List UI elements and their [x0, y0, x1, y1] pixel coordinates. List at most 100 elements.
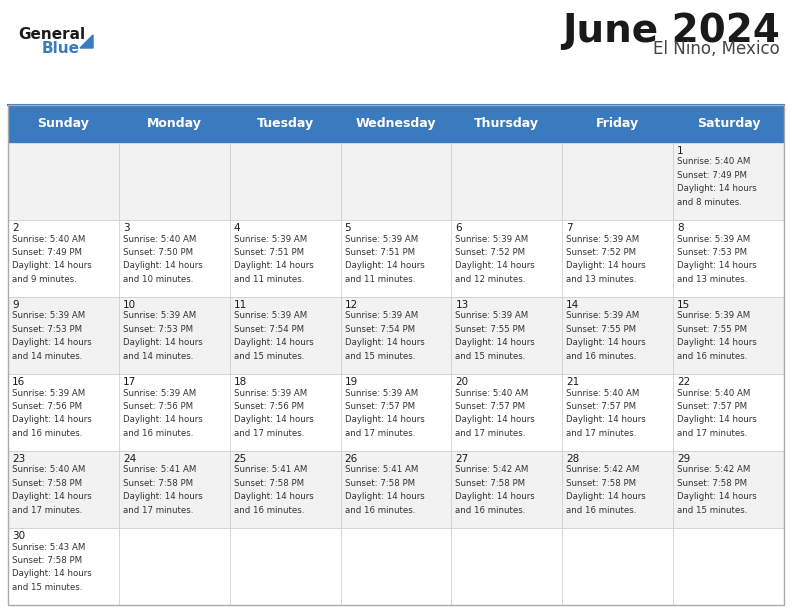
Text: Blue: Blue — [42, 41, 80, 56]
Text: Sunrise: 5:39 AM: Sunrise: 5:39 AM — [234, 389, 307, 398]
Bar — [341, 143, 451, 220]
Text: Sunset: 7:58 PM: Sunset: 7:58 PM — [455, 479, 526, 488]
Text: Sunrise: 5:40 AM: Sunrise: 5:40 AM — [455, 389, 529, 398]
Text: 16: 16 — [12, 377, 25, 387]
Text: and 14 minutes.: and 14 minutes. — [123, 352, 193, 361]
Text: Daylight: 14 hours: Daylight: 14 hours — [234, 416, 314, 425]
Text: Sunrise: 5:42 AM: Sunrise: 5:42 AM — [455, 466, 529, 474]
Text: Sunset: 7:57 PM: Sunset: 7:57 PM — [345, 402, 415, 411]
Text: 13: 13 — [455, 300, 469, 310]
Bar — [562, 143, 673, 220]
Text: Sunset: 7:53 PM: Sunset: 7:53 PM — [123, 325, 193, 334]
Bar — [562, 297, 673, 374]
Text: Sunset: 7:55 PM: Sunset: 7:55 PM — [566, 325, 637, 334]
Text: Sunrise: 5:39 AM: Sunrise: 5:39 AM — [566, 234, 639, 244]
Text: Monday: Monday — [147, 118, 202, 130]
Bar — [673, 374, 784, 451]
Text: and 16 minutes.: and 16 minutes. — [234, 506, 304, 515]
Text: Daylight: 14 hours: Daylight: 14 hours — [123, 416, 203, 425]
Text: 8: 8 — [677, 223, 683, 233]
Text: 27: 27 — [455, 454, 469, 464]
Bar — [8, 143, 119, 220]
Text: Daylight: 14 hours: Daylight: 14 hours — [345, 493, 425, 501]
Text: Sunrise: 5:43 AM: Sunrise: 5:43 AM — [12, 542, 86, 551]
Bar — [341, 528, 451, 605]
Text: Daylight: 14 hours: Daylight: 14 hours — [234, 338, 314, 348]
Text: Sunday: Sunday — [37, 118, 89, 130]
Bar — [8, 220, 119, 297]
Text: and 17 minutes.: and 17 minutes. — [566, 429, 637, 438]
Text: Sunrise: 5:40 AM: Sunrise: 5:40 AM — [12, 466, 86, 474]
Bar — [341, 451, 451, 528]
Text: 2: 2 — [12, 223, 19, 233]
Text: Daylight: 14 hours: Daylight: 14 hours — [455, 261, 535, 271]
Text: Sunset: 7:50 PM: Sunset: 7:50 PM — [123, 248, 193, 257]
Text: Daylight: 14 hours: Daylight: 14 hours — [234, 493, 314, 501]
Text: Daylight: 14 hours: Daylight: 14 hours — [677, 416, 757, 425]
Text: Daylight: 14 hours: Daylight: 14 hours — [455, 493, 535, 501]
Text: Sunrise: 5:42 AM: Sunrise: 5:42 AM — [566, 466, 640, 474]
Text: Sunset: 7:58 PM: Sunset: 7:58 PM — [566, 479, 637, 488]
Text: Sunrise: 5:39 AM: Sunrise: 5:39 AM — [123, 389, 196, 398]
Text: El Nino, Mexico: El Nino, Mexico — [653, 40, 780, 58]
Bar — [451, 220, 562, 297]
Text: 17: 17 — [123, 377, 136, 387]
Text: and 17 minutes.: and 17 minutes. — [123, 506, 193, 515]
Text: Sunrise: 5:39 AM: Sunrise: 5:39 AM — [677, 312, 750, 321]
Bar — [119, 528, 230, 605]
Text: Daylight: 14 hours: Daylight: 14 hours — [12, 569, 92, 578]
Bar — [341, 374, 451, 451]
Bar — [451, 297, 562, 374]
Text: Sunset: 7:57 PM: Sunset: 7:57 PM — [455, 402, 526, 411]
Text: 11: 11 — [234, 300, 247, 310]
Text: 12: 12 — [345, 300, 358, 310]
Bar — [673, 220, 784, 297]
Text: Sunrise: 5:39 AM: Sunrise: 5:39 AM — [12, 389, 86, 398]
Text: and 13 minutes.: and 13 minutes. — [566, 275, 637, 284]
Text: Sunrise: 5:39 AM: Sunrise: 5:39 AM — [345, 312, 418, 321]
Bar — [119, 297, 230, 374]
Text: Sunset: 7:49 PM: Sunset: 7:49 PM — [677, 171, 747, 180]
Text: Daylight: 14 hours: Daylight: 14 hours — [566, 416, 646, 425]
Text: 22: 22 — [677, 377, 691, 387]
Text: Daylight: 14 hours: Daylight: 14 hours — [566, 261, 646, 271]
Text: Daylight: 14 hours: Daylight: 14 hours — [12, 416, 92, 425]
Bar — [562, 374, 673, 451]
Bar — [341, 220, 451, 297]
Text: and 16 minutes.: and 16 minutes. — [566, 506, 637, 515]
Text: Sunrise: 5:40 AM: Sunrise: 5:40 AM — [123, 234, 196, 244]
Text: Sunrise: 5:40 AM: Sunrise: 5:40 AM — [677, 157, 751, 166]
Text: Daylight: 14 hours: Daylight: 14 hours — [123, 493, 203, 501]
Text: 21: 21 — [566, 377, 580, 387]
Bar — [673, 451, 784, 528]
Text: Daylight: 14 hours: Daylight: 14 hours — [455, 338, 535, 348]
Text: 5: 5 — [345, 223, 351, 233]
Bar — [8, 297, 119, 374]
Text: Daylight: 14 hours: Daylight: 14 hours — [345, 261, 425, 271]
Text: Daylight: 14 hours: Daylight: 14 hours — [345, 338, 425, 348]
Bar — [119, 374, 230, 451]
Text: Sunrise: 5:41 AM: Sunrise: 5:41 AM — [234, 466, 307, 474]
Bar — [562, 220, 673, 297]
Text: 15: 15 — [677, 300, 691, 310]
Text: Sunset: 7:56 PM: Sunset: 7:56 PM — [12, 402, 82, 411]
Bar — [119, 143, 230, 220]
Text: and 17 minutes.: and 17 minutes. — [345, 429, 415, 438]
Text: General: General — [18, 27, 85, 42]
Text: Sunrise: 5:39 AM: Sunrise: 5:39 AM — [677, 234, 750, 244]
Text: 19: 19 — [345, 377, 358, 387]
Text: and 9 minutes.: and 9 minutes. — [12, 275, 77, 284]
Text: Sunset: 7:58 PM: Sunset: 7:58 PM — [12, 556, 82, 565]
Text: and 11 minutes.: and 11 minutes. — [234, 275, 304, 284]
Text: 24: 24 — [123, 454, 136, 464]
Bar — [562, 451, 673, 528]
Bar — [8, 528, 119, 605]
Text: Tuesday: Tuesday — [257, 118, 314, 130]
Text: Sunset: 7:54 PM: Sunset: 7:54 PM — [234, 325, 304, 334]
Text: 30: 30 — [12, 531, 25, 541]
Text: and 14 minutes.: and 14 minutes. — [12, 352, 82, 361]
Text: Sunset: 7:57 PM: Sunset: 7:57 PM — [677, 402, 748, 411]
Bar — [451, 451, 562, 528]
Text: Daylight: 14 hours: Daylight: 14 hours — [345, 416, 425, 425]
Bar — [230, 528, 341, 605]
